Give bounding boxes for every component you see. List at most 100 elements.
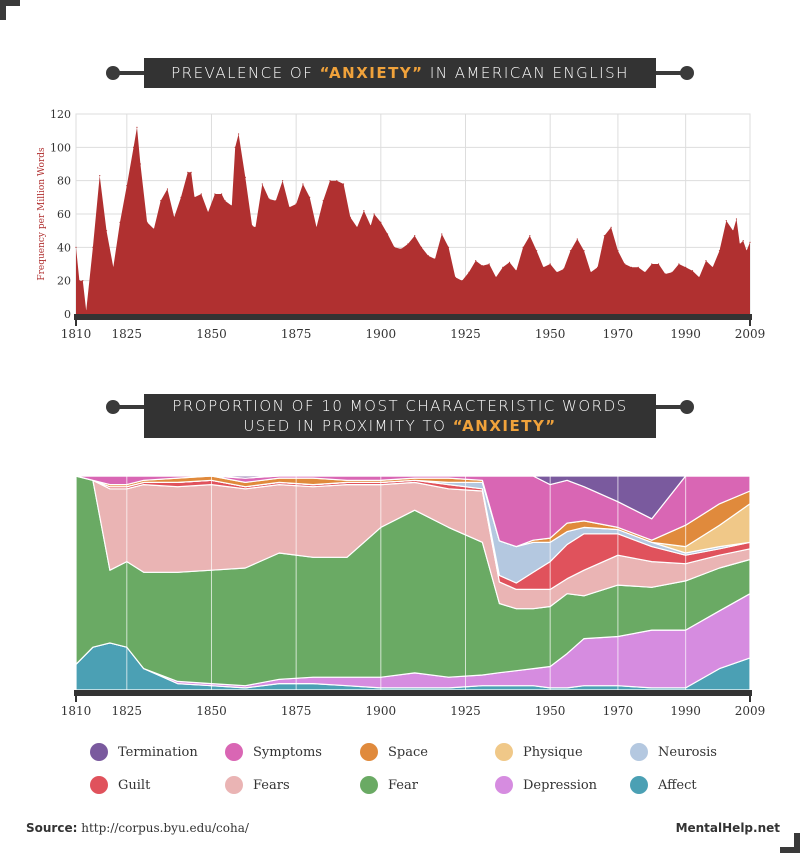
legend-label: Neurosis [658, 744, 717, 760]
data-point [678, 263, 680, 265]
data-point [685, 266, 687, 268]
y-tick-label: 60 [57, 208, 71, 221]
data-point [207, 211, 209, 213]
data-point [746, 250, 748, 252]
data-point [644, 271, 646, 273]
data-point [153, 228, 155, 230]
chart2-title: PROPORTION OF 10 MOST CHARACTERISTIC WOR… [144, 394, 656, 438]
legend-label: Fear [388, 777, 418, 793]
legend-label: Space [388, 744, 428, 760]
data-point [75, 246, 77, 248]
data-point [119, 221, 121, 223]
data-point [82, 280, 84, 282]
legend-label: Guilt [118, 777, 151, 793]
data-point [386, 233, 389, 235]
data-point [735, 218, 738, 220]
data-point [309, 196, 311, 198]
data-point [146, 221, 148, 223]
brand-label: MentalHelp.net [675, 821, 780, 835]
legend-item-space: Space [360, 743, 428, 761]
data-point [461, 280, 463, 282]
data-point [224, 200, 226, 202]
x-tick-label: 2009 [735, 704, 766, 718]
data-point [624, 263, 626, 265]
data-point [475, 260, 477, 262]
data-point [251, 225, 253, 227]
data-point [231, 205, 233, 207]
data-point [234, 146, 236, 148]
data-point [136, 126, 138, 128]
data-point [664, 273, 666, 275]
data-point [583, 250, 585, 252]
data-point [749, 241, 751, 243]
data-point [400, 248, 402, 250]
data-point [105, 230, 108, 232]
data-point [468, 271, 470, 273]
data-point [536, 250, 538, 252]
data-point [576, 238, 578, 240]
corner-decoration-top-left [0, 0, 20, 6]
data-point [481, 265, 484, 267]
x-tick-label: 1850 [196, 704, 227, 718]
data-point [193, 196, 196, 198]
data-point [407, 243, 409, 245]
prevalence-area-chart: 0 20 40 60 80 100 120 1810 1825 1850 1875 1900 1925 1… [37, 108, 766, 341]
data-point [268, 198, 270, 200]
data-point [370, 225, 372, 227]
data-point [173, 216, 175, 218]
x-tick-label: 1900 [366, 704, 397, 718]
y-tick-label: 100 [50, 141, 71, 154]
data-point [160, 200, 162, 202]
data-point [698, 276, 700, 278]
legend-swatch [360, 776, 378, 794]
data-point [488, 263, 490, 265]
data-point [549, 263, 551, 265]
data-point [447, 246, 450, 248]
x-tick-label: 1925 [450, 327, 481, 341]
data-point [214, 193, 216, 195]
data-point [441, 233, 443, 235]
data-point [356, 226, 358, 228]
data-point [363, 210, 365, 212]
x-tick-label: 1970 [603, 704, 634, 718]
corner-decoration-top-left-v [0, 0, 6, 20]
data-point [295, 203, 297, 205]
data-point [221, 193, 223, 195]
data-point [380, 221, 382, 223]
data-point [315, 226, 318, 228]
legend-item-affect: Affect [630, 776, 697, 794]
data-point [718, 250, 721, 252]
proportion-stacked-area-chart: 1810 1825 1850 1875 1900 1925 1950 1970 1990 2009 [61, 475, 766, 718]
legend-item-fears: Fears [225, 776, 290, 794]
frequency-area [76, 127, 750, 314]
data-point [139, 163, 141, 165]
y-tick-label: 120 [50, 108, 71, 121]
x-tick-label: 1825 [112, 704, 143, 718]
x-tick-label: 1825 [112, 327, 143, 341]
corner-decoration-bottom-right [780, 847, 800, 853]
data-point [434, 258, 436, 260]
data-point [393, 246, 395, 248]
x-tick-label: 1950 [535, 704, 566, 718]
source-url[interactable]: http://corpus.byu.edu/coha/ [81, 821, 249, 835]
x-tick-label: 1810 [61, 327, 92, 341]
data-point [275, 200, 277, 202]
data-point [288, 206, 290, 208]
data-point [502, 266, 504, 268]
y-tick-label: 20 [57, 275, 71, 288]
data-point [712, 266, 714, 268]
data-point [261, 183, 263, 185]
data-point [569, 250, 572, 252]
data-point [732, 230, 734, 232]
x-tick-label: 2009 [735, 327, 766, 341]
data-point [78, 280, 80, 282]
data-point [166, 188, 169, 190]
data-point [495, 276, 497, 278]
data-point [190, 171, 192, 173]
y-tick-label: 80 [57, 175, 71, 188]
data-point [180, 196, 182, 198]
data-point [427, 255, 429, 257]
legend-swatch [630, 743, 648, 761]
data-point [590, 271, 592, 273]
legend-swatch [630, 776, 648, 794]
